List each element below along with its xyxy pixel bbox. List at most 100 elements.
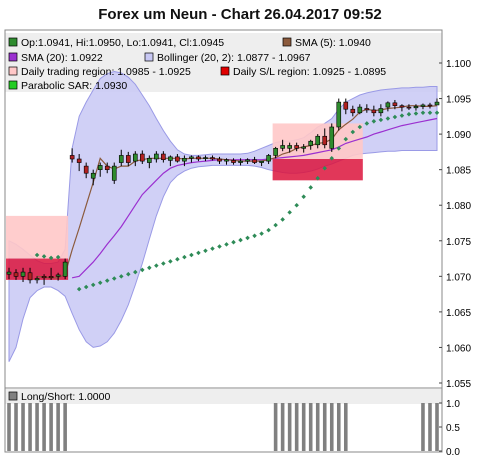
long-short-bar — [329, 403, 334, 451]
sar-dot — [343, 136, 349, 142]
candle-body — [406, 106, 412, 109]
candle-body — [125, 155, 131, 163]
y-tick-label: 1.080 — [446, 201, 471, 212]
legend-sma20-swatch — [8, 52, 18, 62]
candle-body — [48, 276, 54, 279]
candle-body — [238, 160, 243, 163]
candle-body — [357, 106, 363, 114]
candle-body — [427, 104, 433, 107]
candle — [259, 160, 264, 167]
candle — [357, 104, 363, 115]
legend-sl-region-swatch — [220, 66, 230, 76]
candle — [69, 148, 75, 163]
candle — [301, 144, 306, 153]
candle-body — [420, 104, 426, 107]
candle-body — [62, 261, 68, 277]
y-tick-label: 1.095 — [446, 95, 471, 106]
long-short-bar — [42, 403, 46, 451]
candle — [392, 99, 398, 110]
sar-dot — [140, 267, 145, 273]
candle-body — [34, 278, 40, 281]
candle-body — [203, 157, 208, 159]
chart-title: Forex um Neun - Chart 26.04.2017 09:52 — [98, 6, 381, 23]
candle-body — [210, 157, 215, 160]
candle-body — [231, 160, 236, 163]
candle — [427, 102, 433, 109]
legend-sma20: SMA (20): 1.0922 — [21, 52, 103, 64]
candle-body — [224, 159, 229, 162]
candle-body — [104, 165, 110, 170]
candle-body — [413, 106, 419, 109]
long-short-bar — [63, 403, 67, 451]
candle — [161, 151, 166, 163]
legend-trading-region-swatch — [8, 66, 18, 76]
candle-body — [434, 101, 440, 106]
sar-dot — [294, 202, 299, 208]
candle — [55, 272, 61, 281]
candle — [41, 274, 47, 285]
candle-body — [83, 165, 89, 174]
y-tick-label: 1.100 — [446, 59, 471, 70]
candle-body — [140, 153, 145, 162]
candle — [273, 146, 278, 159]
y-tick-label: 1.060 — [446, 343, 471, 354]
candle-body — [69, 155, 75, 160]
sar-dot — [41, 254, 47, 259]
candle-body — [196, 156, 201, 160]
candle — [231, 158, 236, 165]
subpanel-swatch — [8, 391, 18, 401]
sar-dot — [315, 175, 320, 181]
sar-dot — [371, 119, 377, 124]
long-short-bar — [308, 403, 313, 451]
candle-body — [154, 153, 159, 160]
candle — [210, 155, 215, 161]
sar-dot — [259, 231, 264, 236]
legend-trading-region: Daily trading region: 1.0985 - 1.0925 — [21, 66, 191, 78]
sub-y-tick-label: 0.5 — [446, 423, 460, 434]
sl-region-1 — [272, 159, 363, 181]
legend-background — [5, 33, 442, 92]
candle-body — [41, 276, 47, 279]
legend-ohlc-swatch — [8, 37, 18, 47]
candle — [252, 156, 257, 164]
candle-body — [76, 158, 82, 163]
candle-body — [182, 157, 187, 162]
candle — [238, 158, 243, 166]
candle-body — [252, 159, 257, 163]
legend-sma5-swatch — [282, 37, 292, 47]
candle — [34, 276, 40, 284]
candle — [189, 155, 194, 163]
candle-body — [111, 165, 117, 181]
sar-dot — [287, 210, 292, 215]
candle — [76, 154, 82, 172]
long-short-bar — [28, 403, 32, 451]
long-short-bar — [35, 403, 39, 451]
candle-body — [168, 156, 173, 161]
candle — [83, 162, 89, 179]
candle — [413, 104, 419, 111]
candle — [20, 267, 26, 283]
candle — [280, 139, 285, 152]
y-tick-label: 1.090 — [446, 130, 471, 141]
candle — [196, 155, 201, 162]
candle — [399, 104, 405, 112]
sma5-line — [37, 105, 438, 279]
candle — [175, 154, 180, 163]
long-short-bar — [343, 403, 348, 451]
candle — [245, 158, 250, 164]
candle — [147, 155, 152, 169]
candle-body — [280, 145, 285, 149]
candle — [406, 104, 412, 110]
subpanel-legend-background — [5, 389, 442, 404]
long-short-bar — [294, 403, 299, 451]
sar-dot — [413, 111, 419, 116]
candle — [315, 134, 321, 149]
y-tick-label: 1.085 — [446, 166, 471, 177]
long-short-panel: 0.0 0.5 1.0 — [4, 387, 460, 457]
candle — [350, 105, 356, 117]
candle-body — [132, 153, 138, 162]
candle — [132, 151, 138, 167]
candle — [434, 98, 440, 106]
long-short-bar — [280, 403, 285, 451]
candle — [308, 139, 314, 150]
